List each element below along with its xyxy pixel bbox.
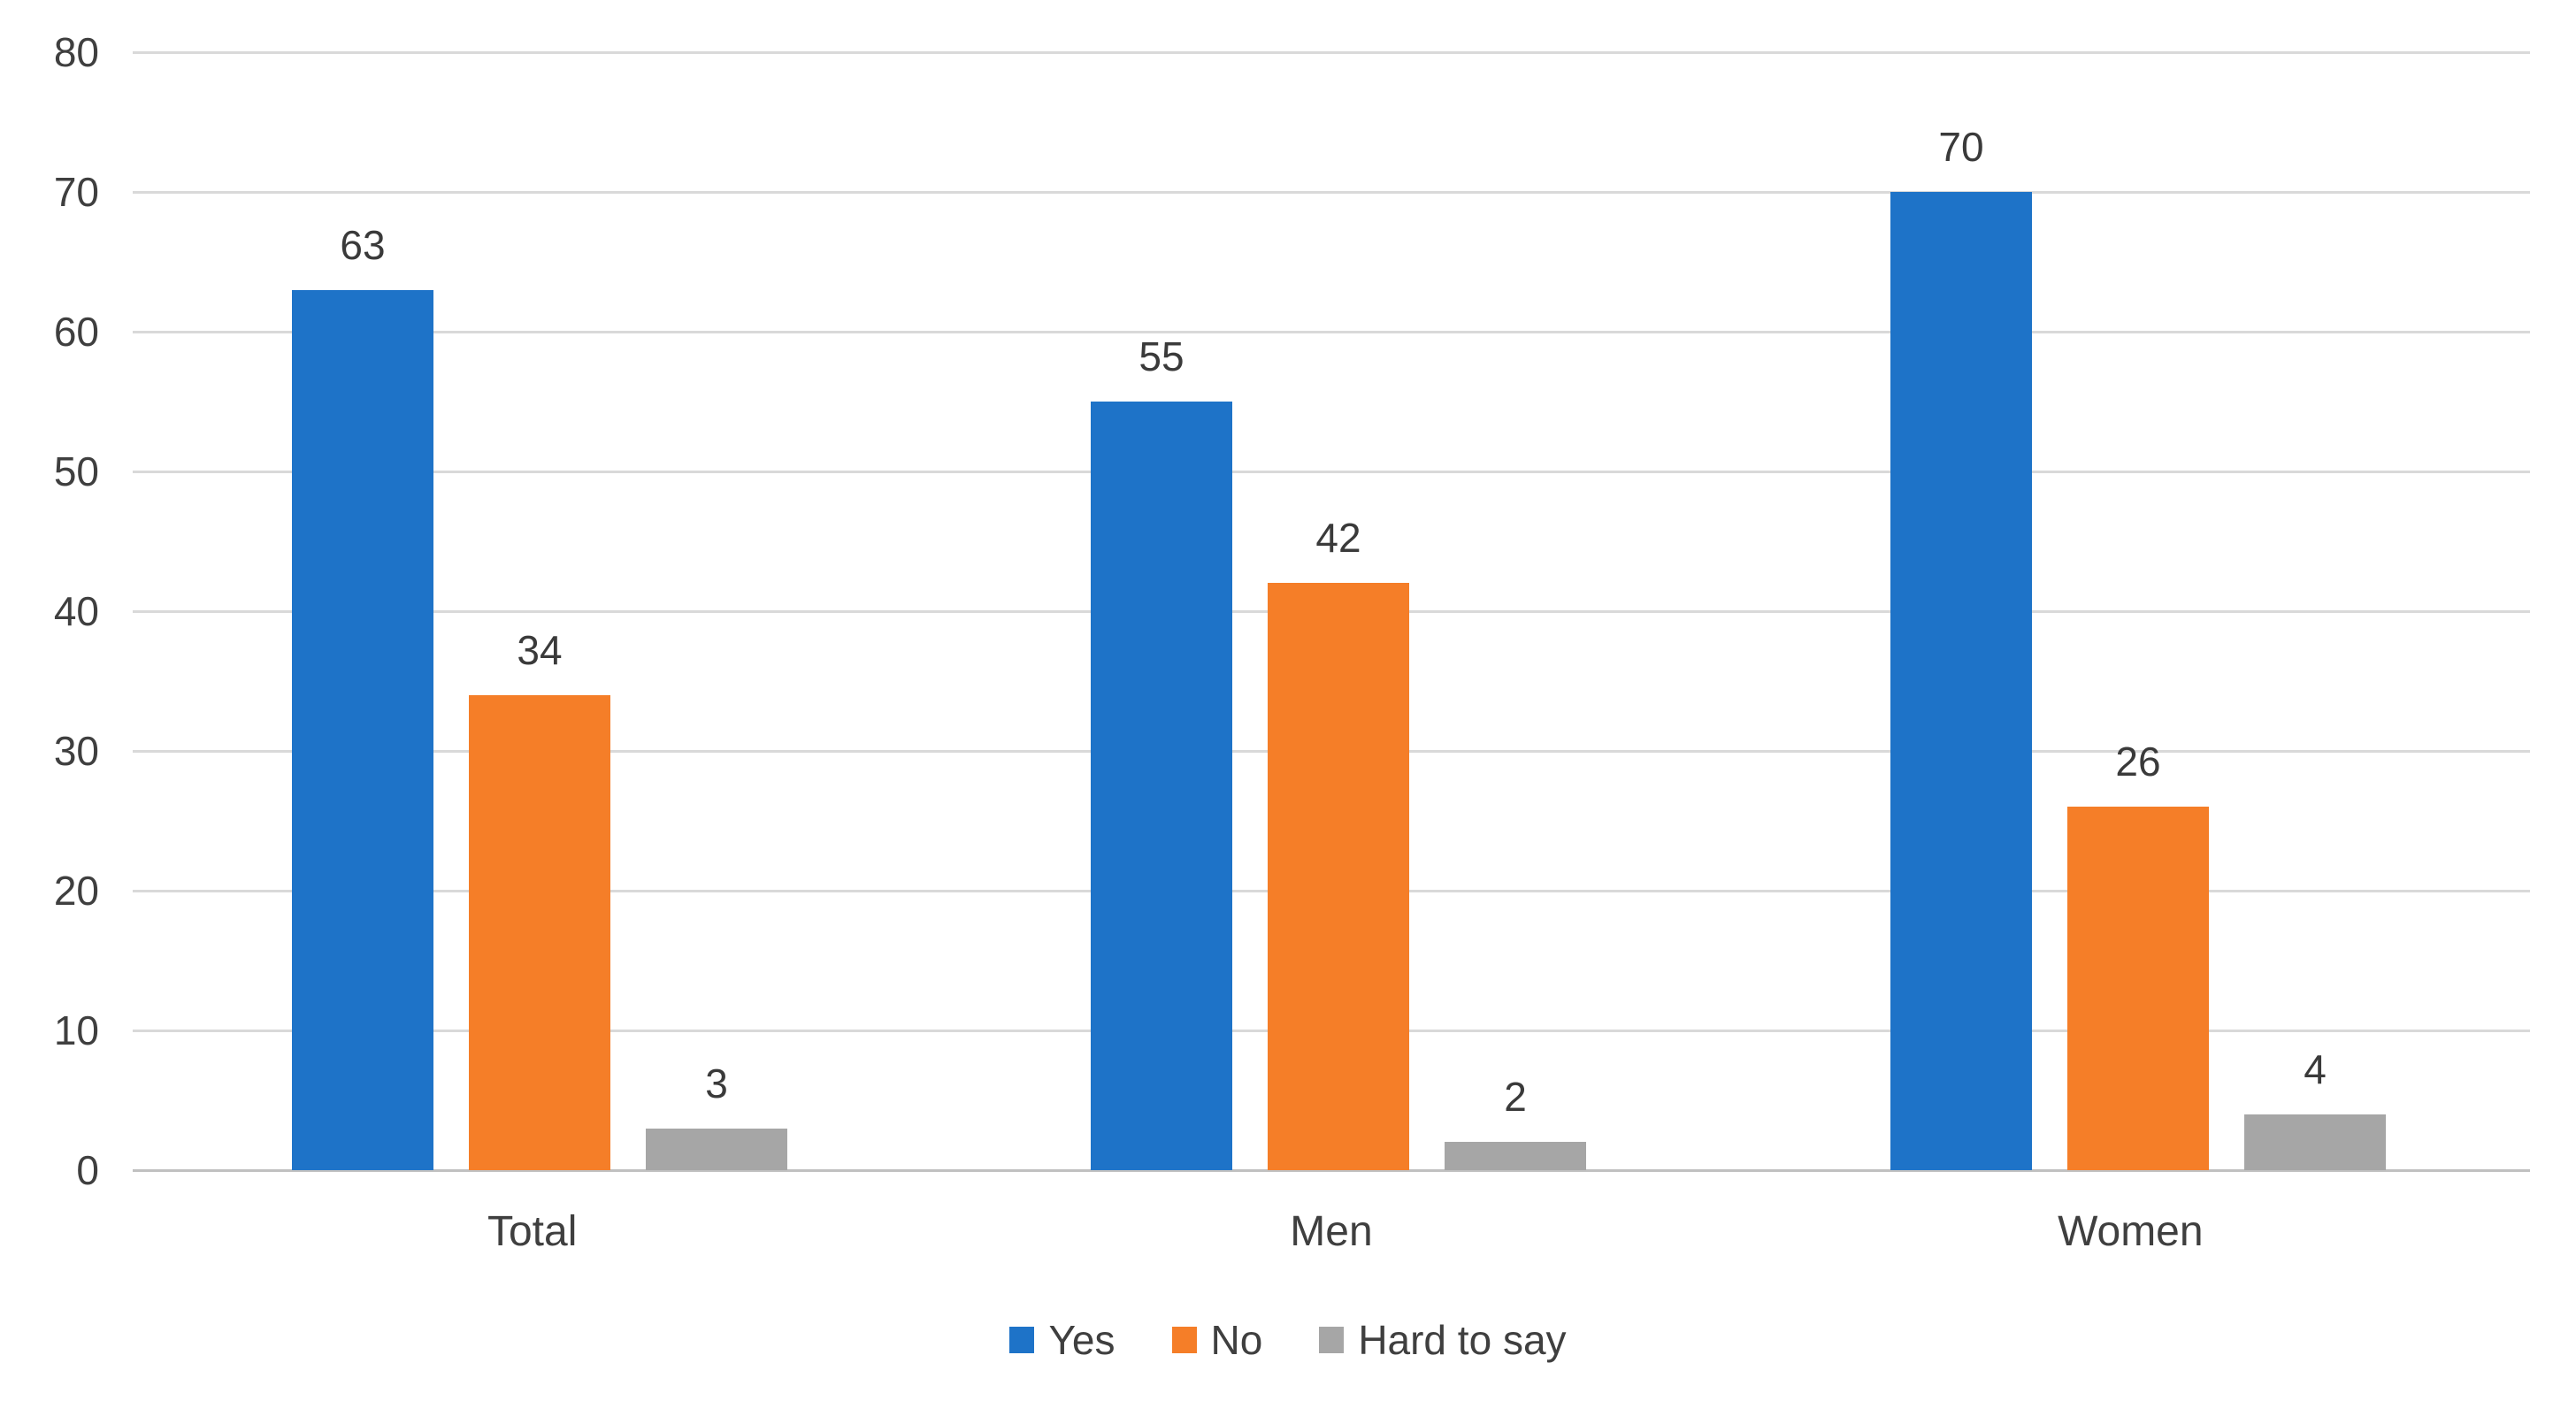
bar-value-label: 70	[1938, 124, 1984, 170]
legend-label: Yes	[1048, 1317, 1116, 1363]
bar-value-label: 4	[2304, 1046, 2327, 1092]
y-axis-tick-label: 80	[53, 29, 99, 75]
x-axis-category-label: Women	[2058, 1208, 2204, 1255]
y-axis-tick-label: 20	[53, 868, 99, 914]
legend-swatch-hard-to-say	[1319, 1327, 1345, 1353]
gridline	[133, 471, 2530, 473]
bar-yes-total	[292, 290, 433, 1170]
gridline	[133, 51, 2530, 54]
legend-item-hard-to-say: Hard to say	[1319, 1316, 1567, 1364]
y-axis-tick-label: 0	[76, 1147, 99, 1193]
legend-swatch-yes	[1009, 1327, 1035, 1353]
gridline	[133, 331, 2530, 333]
y-axis-tick-label: 60	[53, 309, 99, 355]
bar-value-label: 34	[517, 627, 563, 673]
bar-hard-to-say-men	[1445, 1142, 1586, 1170]
legend-item-no: No	[1171, 1316, 1263, 1364]
bar-hard-to-say-women	[2244, 1114, 2386, 1170]
legend-label: Hard to say	[1358, 1317, 1567, 1363]
bar-value-label: 42	[1315, 515, 1361, 561]
gridline	[133, 191, 2530, 194]
y-axis-tick-label: 50	[53, 448, 99, 494]
bar-value-label: 55	[1138, 333, 1184, 379]
x-axis-category-label: Total	[487, 1208, 578, 1255]
y-axis-tick-label: 30	[53, 728, 99, 774]
legend-item-yes: Yes	[1009, 1316, 1116, 1364]
legend-swatch-no	[1171, 1327, 1197, 1353]
y-axis-tick-label: 10	[53, 1007, 99, 1053]
bar-no-total	[469, 695, 610, 1170]
bar-hard-to-say-total	[646, 1129, 787, 1170]
legend-label: No	[1210, 1317, 1263, 1363]
bar-value-label: 63	[340, 222, 386, 268]
x-axis-line	[133, 1169, 2530, 1172]
bar-value-label: 26	[2115, 739, 2161, 785]
bar-value-label: 2	[1504, 1074, 1527, 1120]
bar-yes-women	[1890, 192, 2032, 1170]
x-axis-category-label: Men	[1290, 1208, 1373, 1255]
bar-no-women	[2067, 807, 2209, 1170]
y-axis-tick-label: 70	[53, 169, 99, 215]
bar-yes-men	[1091, 402, 1232, 1170]
bar-value-label: 3	[705, 1060, 728, 1106]
y-axis-tick-label: 40	[53, 588, 99, 634]
legend: Yes No Hard to say	[0, 1316, 2576, 1364]
bar-no-men	[1268, 583, 1409, 1170]
